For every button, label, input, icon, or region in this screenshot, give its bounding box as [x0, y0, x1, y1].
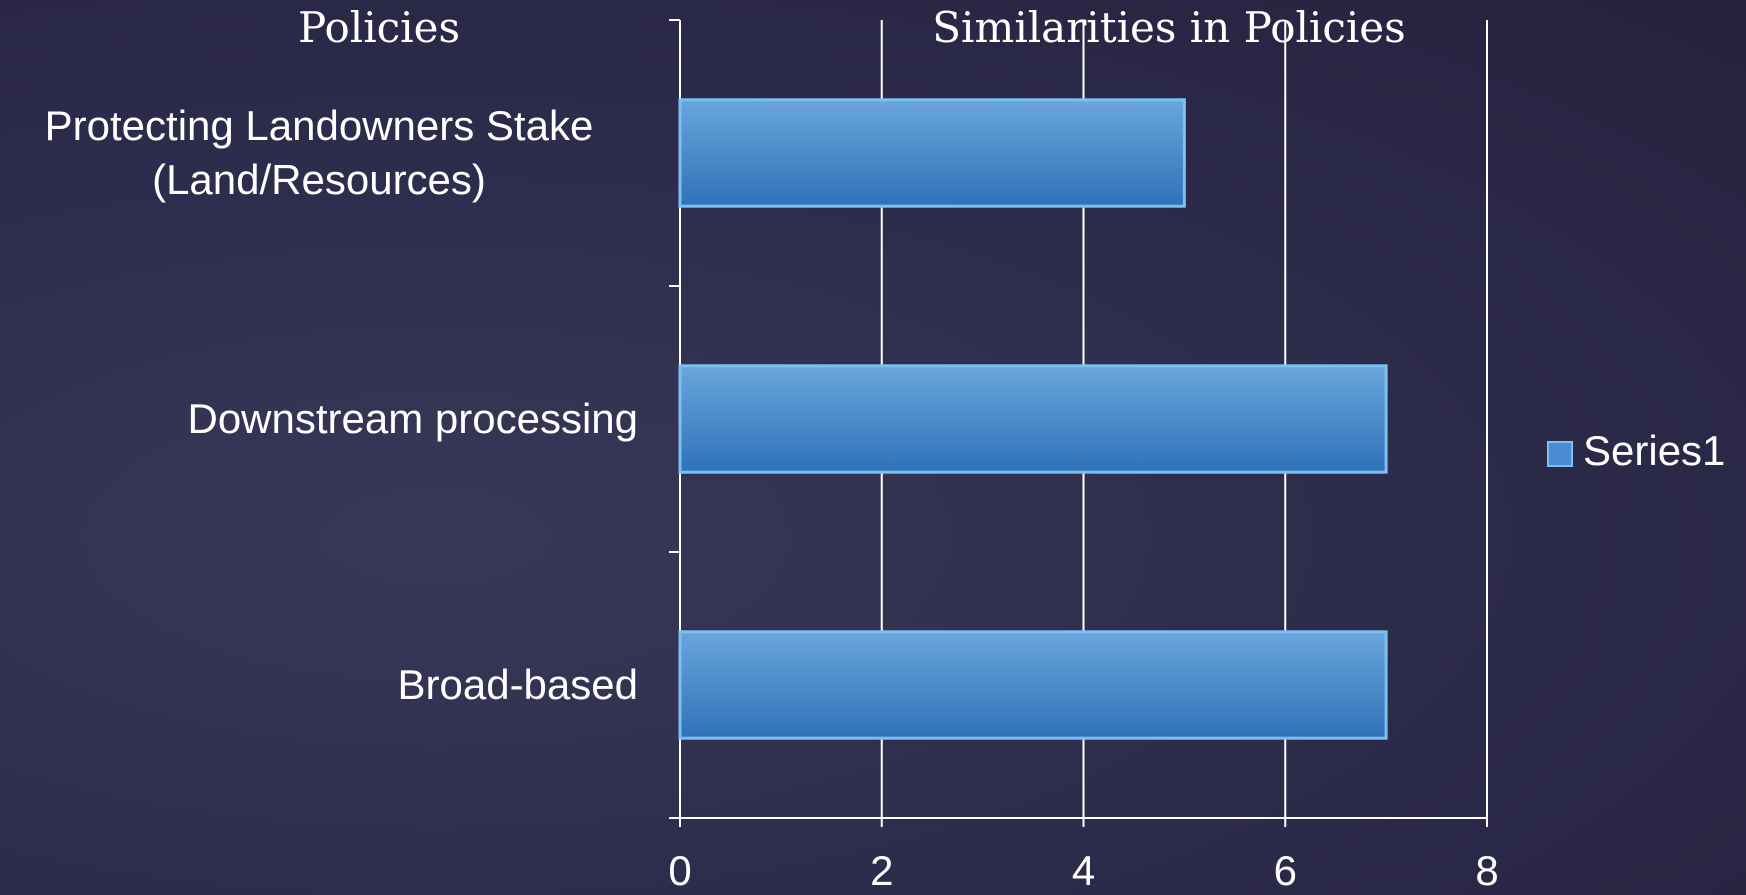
x-tick-label: 4 — [1072, 847, 1095, 894]
legend-label: Series1 — [1583, 427, 1725, 474]
y-tick-label-text: Downstream processing — [187, 395, 638, 442]
y-tick-label: Broad-based — [398, 658, 639, 712]
y-axis-title: Policies — [298, 3, 460, 52]
legend-swatch — [1547, 441, 1573, 467]
chart-title: Similarities in Policies — [932, 3, 1405, 52]
bar — [678, 364, 1388, 474]
y-tick-label-text: Broad-based — [397, 661, 639, 708]
y-tick-label: Downstream processing — [187, 392, 638, 446]
x-tick-label: 6 — [1274, 847, 1297, 894]
bar — [678, 630, 1388, 740]
x-tick-label: 2 — [870, 847, 893, 894]
y-tick-label-text: Protecting Landowners Stake (Land/Resour… — [44, 102, 594, 203]
y-tick-label: Protecting Landowners Stake (Land/Resour… — [0, 99, 638, 207]
bar — [678, 98, 1186, 208]
x-tick-label: 8 — [1475, 847, 1498, 894]
x-tick-label: 0 — [668, 847, 691, 894]
